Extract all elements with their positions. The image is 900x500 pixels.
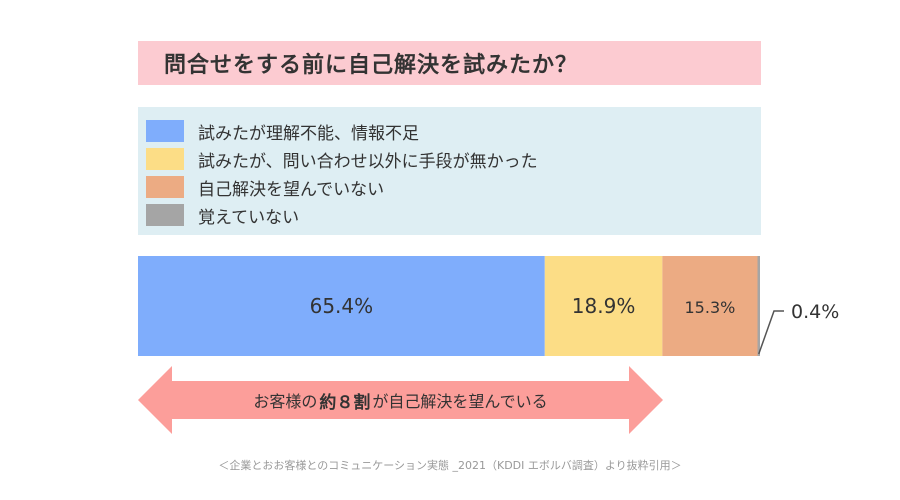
stacked-bar-chart: 65.4% 18.9% 15.3% 0.4%: [138, 256, 839, 434]
legend-item-4: 覚えていない: [146, 201, 761, 229]
legend-swatch-orange: [146, 176, 184, 198]
legend-swatch-blue: [146, 120, 184, 142]
bar-segment-4: [757, 256, 760, 356]
legend-label: 試みたが理解不能、情報不足: [198, 123, 419, 144]
legend-swatch-gray: [146, 204, 184, 226]
legend-label: 自己解決を望んでいない: [198, 179, 385, 200]
bar-segment-2: [544, 256, 663, 356]
bar-group: 65.4% 18.9% 15.3% 0.4%: [138, 256, 839, 356]
legend-item-3: 自己解決を望んでいない: [146, 173, 761, 201]
annotation-text: お客様の 約８割 が自己解決を望んでいる: [138, 372, 663, 428]
legend-item-2: 試みたが、問い合わせ以外に手段が無かった: [146, 145, 761, 173]
bar-segment-3: [662, 256, 758, 356]
bar-data-label-3: 15.3%: [685, 298, 736, 317]
legend-label: 覚えていない: [198, 207, 300, 228]
source-note: ＜企業とおお客様とのコミュニケーション実態 _2021（KDDI エボルバ調査）…: [218, 459, 682, 472]
double-arrow-icon: [138, 366, 663, 434]
annotation-suffix: が自己解決を望んでいる: [372, 392, 548, 411]
bar-data-label-1: 65.4%: [310, 294, 374, 318]
bar-data-label-2: 18.9%: [572, 294, 636, 318]
bar-segment-1: [138, 256, 545, 356]
chart-title: 問合せをする前に自己解決を試みたか？: [164, 53, 579, 78]
legend-item-1: 試みたが理解不能、情報不足: [146, 117, 761, 145]
bar-data-label-4: 0.4%: [791, 301, 839, 323]
annotation-emphasis: 約８割: [319, 392, 371, 413]
legend-swatch-yellow: [146, 148, 184, 170]
callout-leader-line: [758, 310, 784, 355]
annotation-prefix: お客様の: [253, 392, 318, 411]
legend-label: 試みたが、問い合わせ以外に手段が無かった: [198, 151, 538, 172]
legend: 試みたが理解不能、情報不足 試みたが、問い合わせ以外に手段が無かった 自己解決を…: [138, 107, 761, 235]
chart-title-box: 問合せをする前に自己解決を試みたか？: [138, 41, 761, 85]
